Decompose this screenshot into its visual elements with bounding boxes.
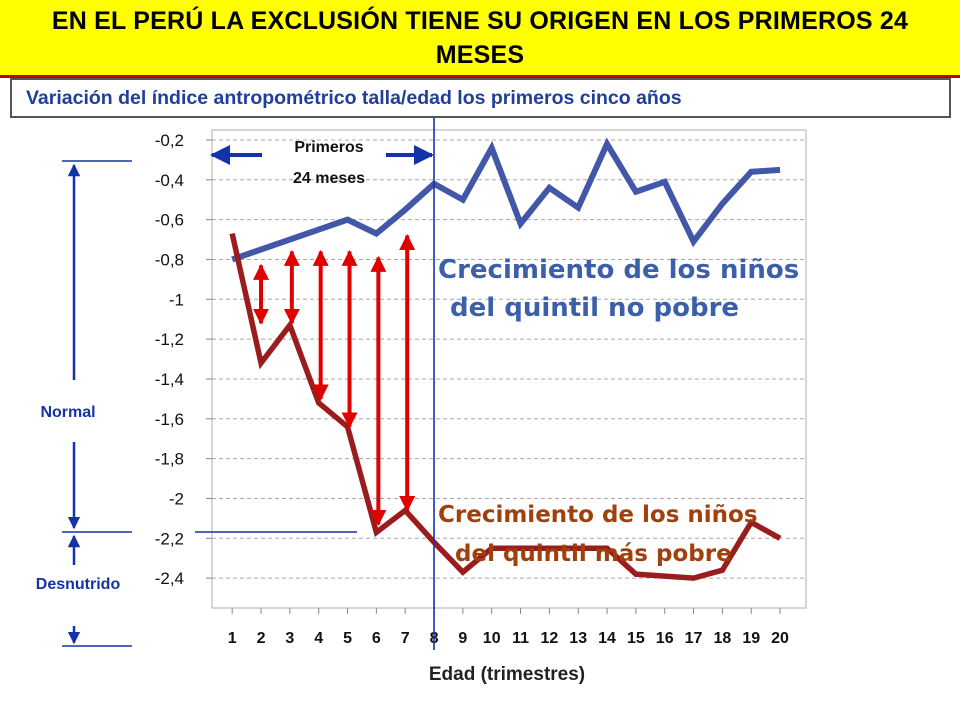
x-tick-label: 7 <box>401 630 410 647</box>
x-tick-label: 2 <box>257 630 266 647</box>
x-tick-label: 13 <box>569 630 587 647</box>
y-axis-ticks: -0,2 -0,4 -0,6 -0,8 -1 -1,2 -1,4 -1,6 -1,8 -2 -2,2… <box>155 131 212 588</box>
series-label-no-pobre-line1: Crecimiento de los niños <box>438 255 799 285</box>
y-tick-label: -2 <box>169 489 184 508</box>
chart-subtitle: Variación del índice antropométrico tall… <box>26 86 682 109</box>
primeros-label-line2: 24 meses <box>293 170 365 187</box>
annotations: Primeros 24 meses Crecimiento de los niños… <box>36 118 799 650</box>
y-tick-label: -0,6 <box>155 211 184 230</box>
x-tick-label: 12 <box>540 630 558 647</box>
series-line-no-pobre <box>231 137 781 263</box>
desnutrido-label: Desnutrido <box>36 576 121 593</box>
x-tick-label: 17 <box>685 630 703 647</box>
y-tick-label: -0,8 <box>155 250 184 269</box>
x-tick-label: 4 <box>314 630 323 647</box>
y-tick-label: -0,4 <box>155 171 184 190</box>
x-tick-label: 15 <box>627 630 645 647</box>
x-tick-label: 9 <box>458 630 467 647</box>
series-label-mas-pobre-line2: del quintil más pobre <box>455 541 732 567</box>
x-tick-label: 1 <box>228 630 237 647</box>
x-axis-label: Edad (trimestres) <box>429 664 585 685</box>
x-tick-label: 19 <box>742 630 760 647</box>
y-tick-label: -1,8 <box>155 450 184 469</box>
primeros-label-line1: Primeros <box>294 139 363 156</box>
x-axis-ticks: 1234567891011121314151617181920 <box>228 608 789 647</box>
x-tick-label: 16 <box>656 630 674 647</box>
y-tick-label: -1 <box>169 290 184 309</box>
x-tick-label: 11 <box>512 630 529 647</box>
series-lines <box>229 137 782 581</box>
y-tick-label: -1,2 <box>155 330 184 349</box>
y-tick-label: -1,6 <box>155 410 184 429</box>
series-label-no-pobre-line2: del quintil no pobre <box>450 293 739 323</box>
y-tick-label: -2,4 <box>155 569 184 588</box>
title-banner: EN EL PERÚ LA EXCLUSIÓN TIENE SU ORIGEN … <box>0 0 960 78</box>
x-tick-label: 20 <box>771 630 789 647</box>
series-line-mas-pobre <box>229 232 782 581</box>
x-tick-label: 6 <box>372 630 381 647</box>
x-tick-label: 5 <box>343 630 352 647</box>
series-label-mas-pobre-line1: Crecimiento de los niños <box>438 502 758 528</box>
x-tick-label: 18 <box>713 630 731 647</box>
normal-label: Normal <box>40 404 95 421</box>
x-tick-label: 10 <box>483 630 501 647</box>
y-tick-label: -2,2 <box>155 529 184 548</box>
x-tick-label: 3 <box>285 630 294 647</box>
gap-arrows <box>253 233 416 526</box>
y-tick-label: -1,4 <box>155 370 184 389</box>
x-tick-label: 14 <box>598 630 616 647</box>
grid-lines <box>212 139 806 579</box>
page-title: EN EL PERÚ LA EXCLUSIÓN TIENE SU ORIGEN … <box>51 6 909 69</box>
y-tick-label: -0,2 <box>155 131 184 150</box>
subtitle-box: Variación del índice antropométrico tall… <box>10 78 951 118</box>
plot-frame <box>211 129 807 609</box>
plot-area <box>211 129 807 609</box>
